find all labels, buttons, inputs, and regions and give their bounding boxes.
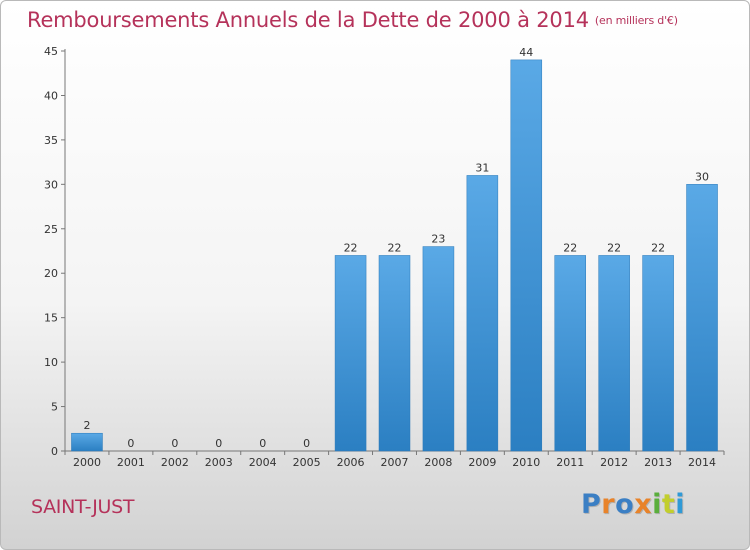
chart-unit: (en milliers d'€) (594, 14, 678, 27)
y-tick-label: 35 (44, 134, 58, 147)
bar (71, 432, 103, 452)
y-tick-label: 0 (51, 445, 58, 458)
bar-value-label: 22 (651, 241, 665, 254)
bar-value-label: 30 (695, 170, 709, 183)
bar-value-label: 2 (83, 419, 90, 432)
bar-value-label: 22 (563, 241, 577, 254)
bar (642, 255, 674, 452)
x-tick-label: 2011 (556, 456, 584, 469)
x-tick-label: 2010 (512, 456, 540, 469)
x-tick-label: 2013 (644, 456, 672, 469)
x-tick-label: 2012 (600, 456, 628, 469)
bar-value-label: 0 (127, 437, 134, 450)
chart-bars (71, 59, 718, 452)
bar (378, 255, 411, 452)
x-tick-label: 2003 (205, 456, 233, 469)
x-tick-label: 2014 (688, 456, 716, 469)
y-tick-label: 40 (44, 89, 58, 102)
x-tick-label: 2005 (293, 456, 321, 469)
bar (466, 175, 499, 452)
y-tick-label: 25 (44, 223, 58, 236)
bar (510, 59, 543, 452)
logo-letter: i (652, 489, 662, 520)
y-tick-label: 20 (44, 267, 58, 280)
x-tick-label: 2000 (73, 456, 101, 469)
x-tick-label: 2002 (161, 456, 189, 469)
bar-value-label: 31 (475, 161, 489, 174)
bar (554, 255, 586, 452)
logo-letter: r (601, 489, 616, 520)
x-tick-label: 2009 (468, 456, 496, 469)
chart-value-labels: 2 0 0 0 0 0 22 22 23 31 44 22 22 22 30 (83, 46, 709, 450)
logo-letter: o (615, 489, 635, 520)
bar-value-label: 22 (344, 241, 358, 254)
y-tick-label: 30 (44, 178, 58, 191)
bar-value-label: 0 (259, 437, 266, 450)
bar-value-label: 44 (519, 46, 533, 59)
bar-value-label: 23 (431, 233, 445, 246)
y-tick-label: 45 (44, 45, 58, 58)
bar-value-label: 22 (388, 241, 402, 254)
bar (598, 255, 630, 452)
logo-letter: t (661, 489, 676, 520)
bar (686, 184, 718, 452)
x-tick-label: 2004 (249, 456, 277, 469)
logo-letter: x (634, 489, 653, 520)
bar (334, 255, 367, 452)
proxiti-logo: Proxiti (581, 489, 685, 520)
x-tick-label: 2001 (117, 456, 145, 469)
x-tick-label: 2008 (424, 456, 452, 469)
y-tick-label: 10 (44, 356, 58, 369)
chart-title: Remboursements Annuels de la Dette de 20… (27, 8, 678, 32)
x-tick-label: 2006 (337, 456, 365, 469)
logo-letter: P (581, 489, 602, 520)
x-tick-label: 2007 (381, 456, 409, 469)
bar-value-label: 0 (171, 437, 178, 450)
place-name: SAINT-JUST (31, 496, 135, 518)
bar-value-label: 22 (607, 241, 621, 254)
y-tick-label: 5 (51, 401, 58, 414)
bar-value-label: 0 (215, 437, 222, 450)
bar-value-label: 0 (303, 437, 310, 450)
chart-title-text: Remboursements Annuels de la Dette de 20… (27, 8, 589, 32)
bar (422, 246, 455, 452)
y-tick-label: 15 (44, 312, 58, 325)
logo-letter: i (675, 489, 686, 520)
